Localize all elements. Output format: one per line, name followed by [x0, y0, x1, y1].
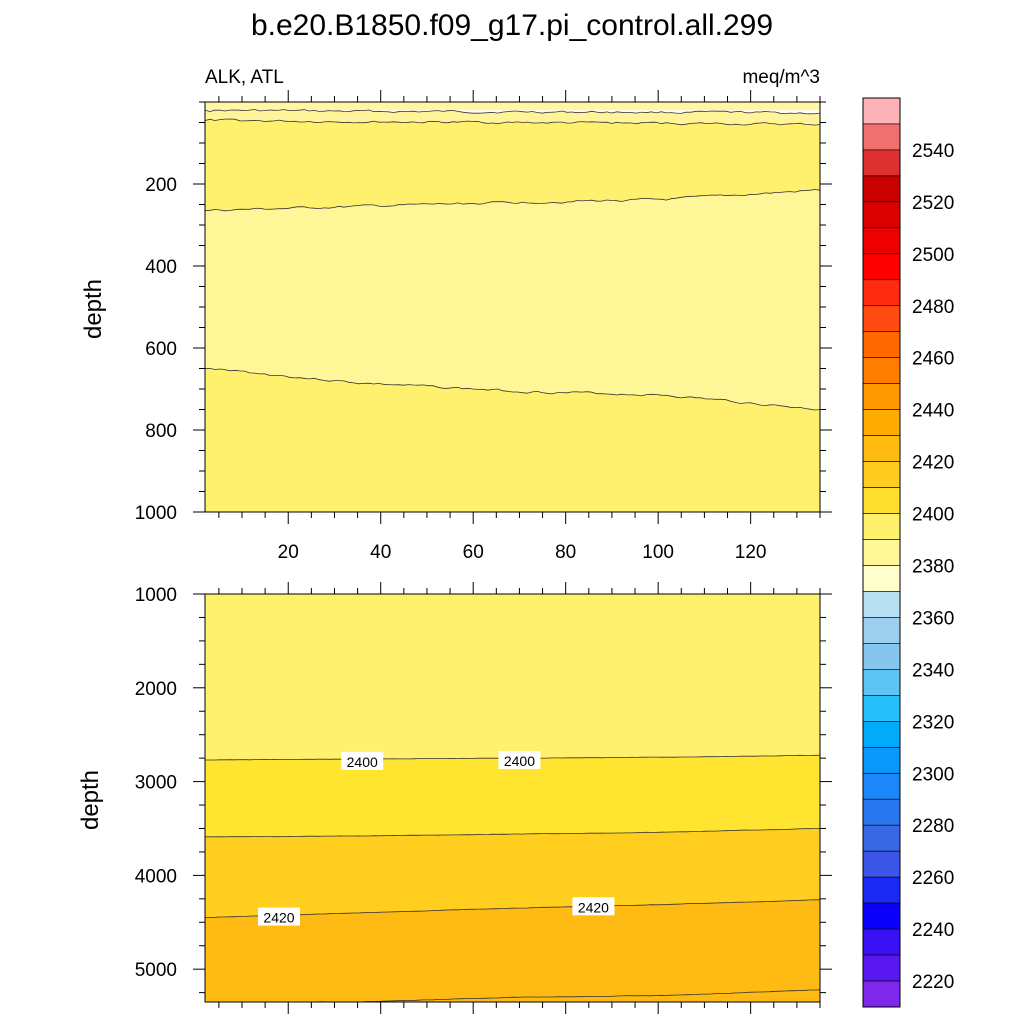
colorbar-swatch [863, 591, 900, 617]
colorbar-swatch [863, 306, 900, 332]
colorbar-swatch [863, 280, 900, 306]
y-tick-label: 1000 [135, 585, 177, 606]
colorbar-swatch [863, 540, 900, 566]
y-tick-label: 200 [145, 175, 177, 196]
contour-label: 2400 [504, 753, 535, 769]
contour-label: 2420 [578, 899, 609, 915]
colorbar-swatch [863, 384, 900, 410]
colorbar-label: 2400 [912, 505, 954, 526]
y-tick-label: 5000 [135, 960, 177, 981]
colorbar-swatch [863, 358, 900, 384]
colorbar-swatch [863, 202, 900, 228]
y-tick-label: 400 [145, 257, 177, 278]
colorbar-swatch [863, 254, 900, 280]
units-label: meq/m^3 [742, 67, 820, 88]
colorbar-swatch [863, 851, 900, 877]
colorbar-swatch [863, 617, 900, 643]
colorbar-swatch [863, 565, 900, 591]
x-tick-label: 60 [463, 542, 484, 563]
colorbar-label: 2340 [912, 660, 954, 681]
colorbar-swatch [863, 150, 900, 176]
colorbar-swatch [863, 436, 900, 462]
colorbar-label: 2500 [912, 245, 954, 266]
colorbar-swatch [863, 877, 900, 903]
colorbar-label: 2300 [912, 764, 954, 785]
colorbar-swatch [863, 98, 900, 124]
colorbar-swatch [863, 929, 900, 955]
contour-label: 2420 [263, 910, 294, 926]
y-tick-label: 600 [145, 339, 177, 360]
colorbar-swatch [863, 176, 900, 202]
colorbar-label: 2460 [912, 349, 954, 370]
colorbar-label: 2520 [912, 193, 954, 214]
colorbar-swatch [863, 903, 900, 929]
x-tick-label: 80 [555, 542, 576, 563]
colorbar-label: 2540 [912, 141, 954, 162]
colorbar-label: 2280 [912, 816, 954, 837]
colorbar-swatch [863, 695, 900, 721]
colorbar-label: 2480 [912, 297, 954, 318]
colorbar-swatch [863, 825, 900, 851]
colorbar-swatch [863, 488, 900, 514]
colorbar-swatch [863, 799, 900, 825]
y-tick-label: 800 [145, 421, 177, 442]
colorbar-swatch [863, 462, 900, 488]
contour-band-4 [205, 190, 820, 411]
colorbar-label: 2420 [912, 453, 954, 474]
colorbar-swatch [863, 721, 900, 747]
contour-band-1 [205, 102, 820, 110]
x-tick-label: 100 [642, 542, 674, 563]
colorbar-swatch [863, 981, 900, 1007]
x-tick-label: 40 [370, 542, 391, 563]
contour-label: 2400 [347, 754, 378, 770]
colorbar-label: 2380 [912, 556, 954, 577]
panel-deep-ocean: 2400 2400 2420 2420 1000 2000 3000 4000 5000 dept… [77, 582, 832, 1014]
y-tick-label: 4000 [135, 866, 177, 887]
contour-band-1 [205, 594, 820, 760]
y-axis-label: depth [77, 770, 104, 830]
y-tick-label: 2000 [135, 679, 177, 700]
y-axis-label: depth [80, 279, 107, 339]
colorbar-swatch [863, 955, 900, 981]
colorbar-swatch [863, 747, 900, 773]
x-tick-label: 20 [278, 542, 299, 563]
colorbar-swatch [863, 773, 900, 799]
colorbar-label: 2320 [912, 712, 954, 733]
colorbar-label: 2260 [912, 868, 954, 889]
chart-title: b.e20.B1850.f09_g17.pi_control.all.299 [251, 9, 773, 42]
colorbar-swatch [863, 669, 900, 695]
colorbar-swatch [863, 643, 900, 669]
panel-upper-ocean: 200 400 600 800 1000 20 40 60 80 100 120 depth [80, 90, 832, 563]
colorbar-swatch [863, 514, 900, 540]
colorbar-label: 2360 [912, 608, 954, 629]
colorbar-label: 2240 [912, 920, 954, 941]
y-tick-label: 1000 [135, 503, 177, 524]
colorbar-swatch [863, 332, 900, 358]
colorbar-swatch [863, 410, 900, 436]
colorbar-swatch [863, 124, 900, 150]
colorbar: 2540 2520 2500 2480 2460 2440 2420 2400 2380 2360… [863, 98, 954, 1024]
colorbar-swatch [863, 228, 900, 254]
colorbar-label: 2220 [912, 972, 954, 993]
y-tick-label: 3000 [135, 773, 177, 794]
x-tick-label: 120 [735, 542, 767, 563]
left-subtitle: ALK, ATL [205, 67, 284, 88]
colorbar-label: 2440 [912, 401, 954, 422]
